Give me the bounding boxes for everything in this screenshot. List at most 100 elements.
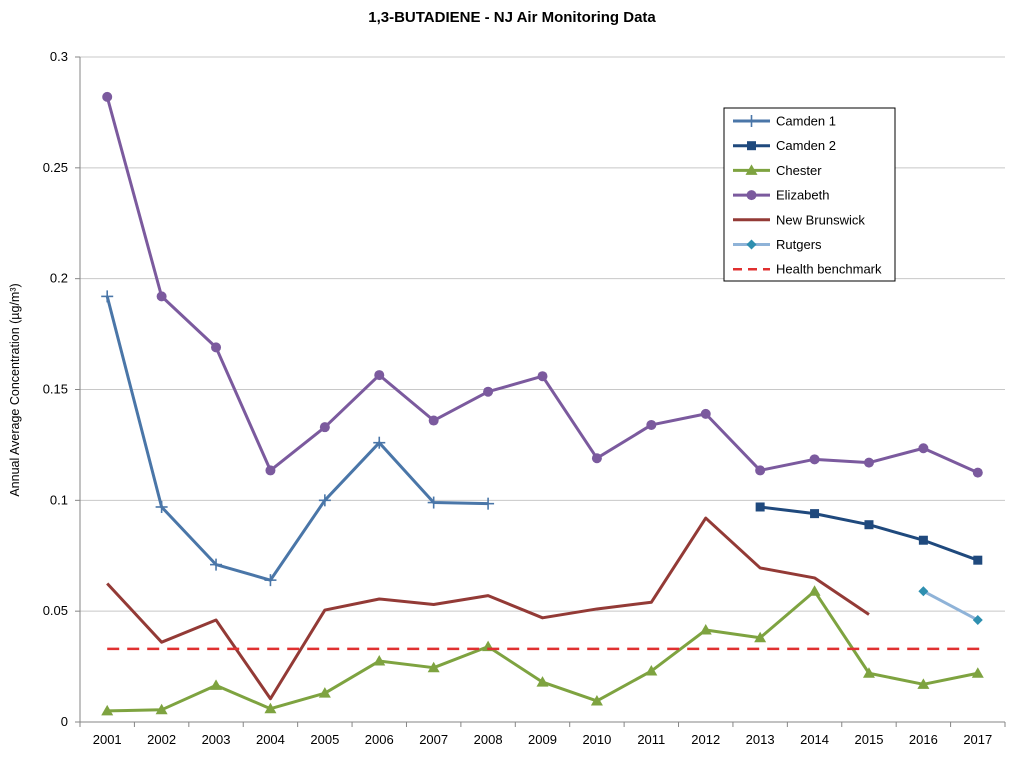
data-point — [862, 667, 875, 678]
chart-title: 1,3-BUTADIENE - NJ Air Monitoring Data — [368, 9, 656, 26]
series-line — [106, 516, 870, 701]
series-elizabeth — [102, 91, 983, 478]
data-point — [427, 661, 440, 673]
data-point — [374, 370, 385, 381]
x-tick-label: 2017 — [963, 732, 992, 747]
data-point — [809, 454, 820, 465]
x-tick-label: 2012 — [691, 732, 720, 747]
axes — [75, 56, 1006, 727]
data-point — [864, 520, 874, 530]
y-tick-labels: 0 0.05 0.1 0.15 0.2 0.25 0.3 — [43, 49, 68, 729]
y-tick-label: 0.05 — [43, 603, 68, 618]
data-point — [211, 342, 222, 353]
data-point — [918, 535, 928, 545]
legend-label: Camden 1 — [776, 114, 836, 129]
data-point — [755, 502, 765, 512]
series-camden-2 — [755, 502, 983, 565]
y-tick-label: 0.3 — [50, 49, 68, 64]
y-tick-label: 0.15 — [43, 382, 68, 397]
x-tick-label: 2001 — [93, 732, 122, 747]
y-tick-label: 0.2 — [50, 271, 68, 286]
legend-marker — [746, 239, 757, 250]
series-line — [105, 296, 489, 582]
data-point — [590, 694, 603, 706]
x-tick-label: 2003 — [202, 732, 231, 747]
series-chester — [101, 585, 984, 716]
legend-entry: Elizabeth — [733, 188, 829, 203]
data-point — [210, 558, 223, 571]
legend-entry: Rutgers — [733, 237, 822, 252]
data-point — [373, 436, 386, 449]
y-tick-label: 0.25 — [43, 160, 68, 175]
series-lines — [101, 91, 986, 716]
legend-label: Elizabeth — [776, 188, 829, 203]
data-point — [264, 702, 277, 714]
legend-entry: Camden 1 — [733, 114, 836, 129]
legend-marker — [746, 190, 757, 201]
data-point — [918, 586, 929, 597]
data-point — [155, 500, 168, 513]
series-camden-1 — [101, 290, 495, 587]
data-point — [755, 465, 766, 476]
x-tick-label: 2010 — [582, 732, 611, 747]
x-tick-label: 2007 — [419, 732, 448, 747]
data-point — [427, 496, 440, 509]
data-point — [482, 497, 495, 510]
data-point — [918, 443, 929, 454]
data-point — [483, 386, 494, 397]
legend-marker — [747, 141, 756, 151]
data-point — [536, 676, 549, 687]
data-point — [101, 704, 114, 716]
legend-label: Camden 2 — [776, 138, 836, 153]
x-tick-labels: 2001 2002 2003 2004 2005 2006 2007 2008 2009 2010… — [93, 732, 993, 747]
x-tick-label: 2016 — [909, 732, 938, 747]
data-point — [101, 290, 114, 303]
legend-entry: Health benchmark — [733, 262, 882, 277]
data-point — [537, 371, 548, 382]
legend-entry: Camden 2 — [733, 138, 836, 153]
data-point — [318, 494, 331, 507]
data-point — [102, 91, 113, 102]
data-point — [699, 624, 712, 635]
series-rutgers — [918, 586, 983, 626]
legend-label: New Brunswick — [776, 212, 865, 227]
data-point — [810, 509, 820, 519]
legend-label: Health benchmark — [776, 262, 882, 277]
data-point — [971, 667, 984, 678]
data-point — [373, 655, 386, 666]
legend-marker — [745, 164, 758, 175]
data-point — [972, 615, 983, 626]
legend: Camden 1 Camden 2 Chester Elizabeth New Brun… — [723, 107, 896, 282]
x-tick-label: 2005 — [310, 732, 339, 747]
data-point — [917, 678, 930, 689]
data-point — [210, 679, 223, 690]
x-tick-label: 2006 — [365, 732, 394, 747]
data-point — [428, 415, 439, 426]
x-tick-label: 2002 — [147, 732, 176, 747]
data-point — [754, 631, 767, 643]
y-tick-label: 0 — [61, 714, 68, 729]
x-tick-label: 2015 — [855, 732, 884, 747]
data-point — [591, 453, 602, 464]
data-point — [156, 291, 167, 302]
data-point — [264, 574, 277, 587]
data-point — [700, 408, 711, 419]
x-tick-label: 2009 — [528, 732, 557, 747]
x-tick-label: 2011 — [637, 732, 665, 747]
x-tick-label: 2013 — [746, 732, 775, 747]
y-axis-label: Annual Average Concentration (µg/m³) — [8, 283, 22, 496]
data-point — [155, 703, 168, 715]
data-point — [319, 422, 330, 433]
x-tick-label: 2004 — [256, 732, 285, 747]
data-point — [972, 467, 983, 478]
data-point — [973, 555, 983, 565]
series-new-brunswick — [106, 516, 870, 701]
data-point — [645, 665, 658, 676]
series-line — [922, 589, 979, 622]
data-point — [318, 687, 331, 698]
series-line — [759, 505, 979, 562]
data-point — [863, 457, 874, 468]
y-tick-label: 0.1 — [50, 492, 68, 507]
legend-entry: New Brunswick — [733, 212, 865, 227]
